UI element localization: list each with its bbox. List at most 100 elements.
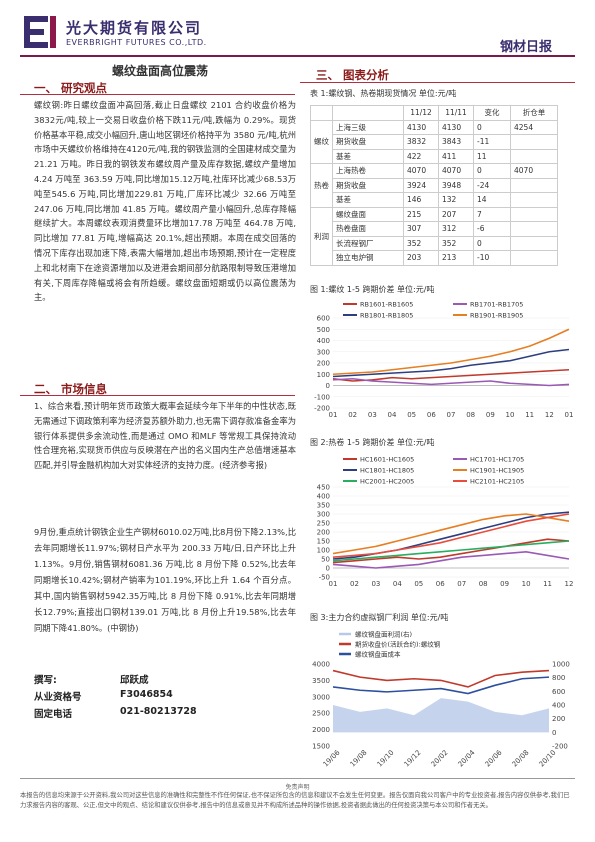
table-cell	[510, 177, 558, 193]
y-tick-label: 50	[321, 556, 330, 564]
x-tick-label: 05	[407, 411, 416, 419]
table-cell	[510, 206, 558, 222]
table-row: 期货收盘 3832 3843 -11	[311, 134, 558, 150]
table-group-cell: 螺纹	[310, 119, 333, 164]
table-header-cell: 11/11	[438, 105, 474, 121]
y-tick-label: -200	[314, 405, 330, 413]
table-cell: 7	[473, 206, 511, 222]
table-cell: 411	[438, 148, 474, 164]
table-cell: 0	[473, 235, 511, 251]
table-group-cell: 利润	[310, 206, 333, 266]
y-tick-label-left: 3500	[312, 677, 330, 685]
table-cell: 期货收盘	[332, 177, 404, 193]
x-tick-label: 08	[466, 411, 475, 419]
x-tick-label: 19/06	[322, 748, 342, 768]
table-caption: 表 1:螺纹钢、热卷期现货情况 单位:元/吨	[310, 89, 457, 98]
y-tick-label-left: 2500	[312, 710, 330, 718]
x-tick-label: 19/08	[349, 749, 369, 769]
x-tick-label: 10	[506, 411, 515, 419]
table-cell	[510, 235, 558, 251]
legend-label: RB1801-RB1805	[360, 312, 413, 320]
x-tick-label: 20/04	[457, 748, 477, 768]
series-line	[332, 348, 570, 378]
series-line	[332, 377, 570, 387]
x-tick-label: 05	[414, 580, 423, 588]
author-value: 邱跃成	[120, 675, 149, 686]
table-cell: 215	[403, 206, 439, 222]
section-divider	[20, 395, 295, 396]
y-tick-label: 150	[317, 538, 330, 546]
table-row: 基差 146 132 14	[311, 192, 558, 208]
legend-label: HC1601-HC1605	[360, 456, 414, 464]
x-tick-label: 03	[371, 580, 380, 588]
y-tick-label: 600	[317, 315, 330, 323]
y-tick-label-left: 3000	[312, 693, 330, 701]
table-cell: 4070	[510, 163, 558, 179]
table-cell: 203	[403, 250, 439, 266]
phone-value: 021-80213728	[120, 706, 197, 717]
research-paragraph: 螺纹钢:昨日螺纹盘面冲高回落,截止日盘螺纹 2101 合约收盘价格为3832元/…	[34, 100, 296, 303]
section-heading: 二、 市场信息	[34, 382, 108, 396]
table-cell: 132	[438, 192, 474, 208]
price-table: 11/12 11/11 变化 折仓单 螺纹 上海三级 4130 4130 0 4254 期货…	[310, 105, 558, 266]
table-cell	[510, 250, 558, 266]
x-tick-label: 08	[479, 580, 488, 588]
x-tick-label: 19/12	[403, 749, 423, 769]
table-cell	[510, 221, 558, 237]
legend-label: HC1801-HC1805	[360, 467, 414, 475]
legend-label: 螺纹钢盘面成本	[355, 650, 401, 659]
table-cell: 213	[438, 250, 474, 266]
table-cell: 上海三级	[332, 119, 404, 135]
x-tick-label: 01	[565, 411, 574, 419]
y-tick-label: -100	[314, 393, 330, 401]
y-tick-label-right: 800	[552, 674, 565, 682]
y-tick-label: 100	[317, 371, 330, 379]
x-tick-label: 10	[522, 580, 531, 588]
y-tick-label-right: -200	[552, 743, 568, 751]
chart-mill-profit: 4000350030002500200015001000800600400200…	[312, 630, 570, 769]
table-cell: 4070	[403, 163, 439, 179]
y-tick-label-right: 600	[552, 688, 565, 696]
market-info-item: 9月份,重点统计钢铁企业生产钢材6010.02万吨,比8月份下降2.13%,比去…	[34, 527, 296, 633]
table-cell: 4130	[438, 119, 474, 135]
author-label: 撰写:	[34, 675, 57, 686]
x-tick-label: 04	[393, 580, 402, 588]
x-tick-label: 20/06	[484, 748, 504, 768]
x-tick-label: 01	[329, 580, 338, 588]
y-tick-label-right: 0	[552, 729, 556, 737]
x-tick-label: 09	[500, 580, 509, 588]
table-cell: -6	[473, 221, 511, 237]
table-cell: 4130	[403, 119, 439, 135]
phone-label: 固定电话	[34, 709, 73, 720]
table-row: 期货收盘 3924 3948 -24	[311, 177, 558, 193]
x-tick-label: 12	[545, 411, 554, 419]
x-tick-label: 06	[436, 580, 445, 588]
legend-label: HC2101-HC2105	[470, 478, 524, 486]
table-header-cell	[310, 105, 333, 121]
y-tick-label: 0	[326, 382, 330, 390]
table-cell: 11	[473, 148, 511, 164]
page-title: 螺纹盘面高位震荡	[111, 64, 208, 78]
series-line	[332, 513, 570, 558]
section-divider	[20, 94, 295, 95]
series-line	[332, 540, 570, 562]
table-cell: 146	[403, 192, 439, 208]
section-heading: 三、 图表分析	[316, 68, 390, 82]
series-area	[333, 698, 549, 733]
y-tick-label-left: 4000	[312, 661, 330, 669]
table-cell: 期货收盘	[332, 134, 404, 150]
legend-label: 期货收盘价(活跃合约):螺纹钢	[355, 640, 441, 649]
table-cell: 螺纹盘面	[332, 206, 404, 222]
y-tick-label: 450	[317, 484, 330, 492]
legend-label: 螺纹钢盘面利润(右)	[355, 630, 412, 639]
table-cell: 3832	[403, 134, 439, 150]
x-tick-label: 20/08	[511, 749, 531, 769]
x-tick-label: 12	[565, 580, 574, 588]
y-tick-label: 400	[317, 493, 330, 501]
table-row: 热卷盘面 307 312 -6	[311, 221, 558, 237]
table-cell: 长流程钢厂	[332, 235, 404, 251]
table-cell: 0	[473, 119, 511, 135]
legend-label: HC2001-HC2005	[360, 478, 414, 486]
